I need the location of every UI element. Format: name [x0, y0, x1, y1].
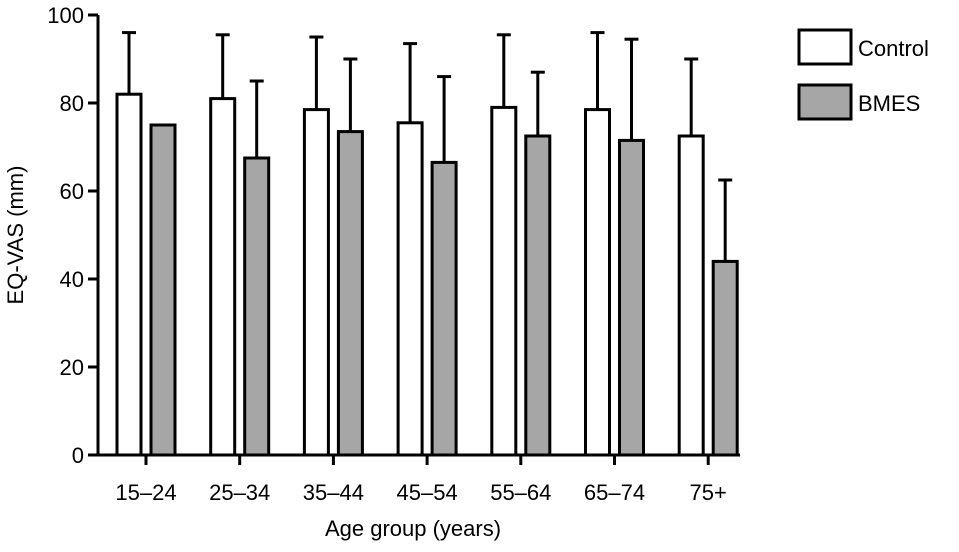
y-tick-label: 60: [60, 179, 84, 204]
x-tick-label: 45–54: [397, 480, 458, 505]
bar-bmes: [711, 259, 739, 457]
y-tick-label: 80: [60, 91, 84, 116]
x-tick-label: 65–74: [584, 480, 645, 505]
bar-group: [302, 35, 364, 457]
y-tick-label: 20: [60, 355, 84, 380]
legend: Control BMES: [797, 28, 929, 121]
bar-group: [115, 31, 177, 457]
bar-group: [209, 33, 271, 457]
bar-group: [490, 33, 552, 457]
y-ticks: 0 20 40 60 80 100: [47, 3, 98, 468]
bar-bmes: [149, 123, 177, 457]
bar-control: [677, 134, 705, 457]
bar-group: [677, 57, 739, 457]
bar-control: [302, 108, 330, 457]
bar-bmes: [243, 156, 271, 457]
bar-control: [490, 105, 518, 457]
x-tick-label: 55–64: [490, 480, 551, 505]
bar-control: [396, 121, 424, 457]
y-tick-label: 0: [72, 443, 84, 468]
x-tick-label: 35–44: [303, 480, 364, 505]
x-ticks: 15–24 25–34 35–44 45–54 55–64 65–74 75+: [115, 455, 727, 505]
bar-control: [115, 92, 143, 457]
y-tick-label: 40: [60, 267, 84, 292]
x-tick-label: 75+: [690, 480, 727, 505]
bars-layer: [115, 31, 739, 457]
y-tick-label: 100: [47, 3, 84, 28]
bar-bmes: [524, 134, 552, 457]
x-tick-label: 25–34: [209, 480, 270, 505]
bar-control: [209, 97, 237, 457]
bar-bmes: [430, 160, 458, 457]
legend-swatch-bmes: [797, 83, 853, 121]
bar-bmes: [336, 130, 364, 457]
legend-swatch-control: [797, 28, 853, 66]
bar-bmes: [618, 138, 645, 457]
bar-control: [584, 108, 611, 457]
legend-label: Control: [858, 36, 929, 61]
legend-label: BMES: [858, 91, 920, 116]
bar-group: [584, 31, 645, 457]
axes-layer: [96, 15, 740, 457]
y-axis-label: EQ-VAS (mm): [3, 166, 28, 305]
x-tick-label: 15–24: [115, 480, 176, 505]
bar-group: [396, 42, 458, 457]
x-axis-label: Age group (years): [325, 516, 501, 541]
